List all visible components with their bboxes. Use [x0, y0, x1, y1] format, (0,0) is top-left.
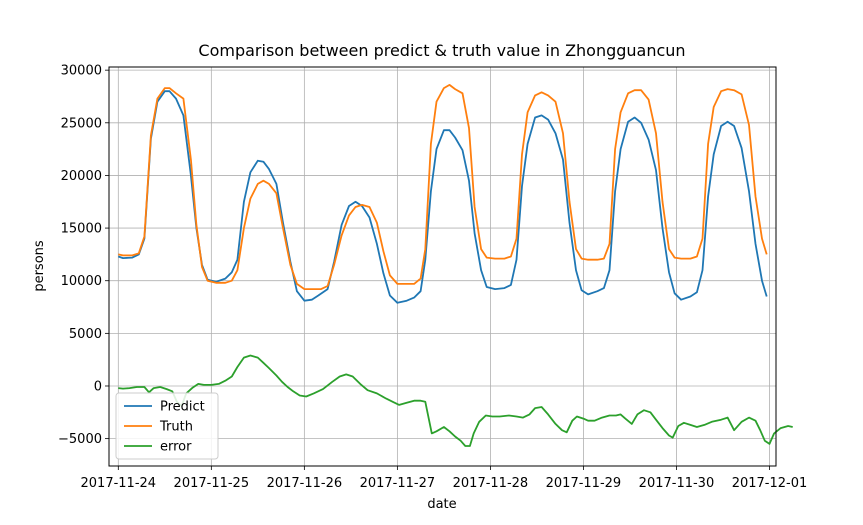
x-tick-label: 2017-11-28	[453, 476, 529, 491]
x-tick-label: 2017-11-29	[546, 476, 622, 491]
y-tick-label: 15000	[61, 222, 102, 237]
y-tick-label: 0	[94, 379, 102, 394]
plot-frame	[108, 66, 777, 467]
x-tick-label: 2017-11-25	[174, 476, 250, 491]
series-line-error	[118, 354, 793, 447]
y-tick-label: 30000	[61, 64, 102, 79]
legend-label-truth: Truth	[159, 420, 193, 435]
x-axis-label: date	[427, 497, 456, 512]
series-lines	[118, 84, 793, 447]
y-tick-label: 10000	[61, 274, 102, 289]
x-tick-label: 2017-12-01	[732, 476, 808, 491]
y-axis-ticks: −5000 0 5000 10000 15000 20000 25000 30000	[58, 64, 109, 447]
x-axis-ticks: 2017-11-24 2017-11-25 2017-11-26 2017-11-27…	[81, 466, 808, 491]
grid-lines	[109, 67, 776, 466]
x-tick-label: 2017-11-26	[267, 476, 343, 491]
y-tick-label: 5000	[69, 327, 102, 342]
legend-label-error: error	[160, 440, 192, 455]
series-line-truth	[118, 84, 768, 290]
legend-label-predict: Predict	[160, 400, 205, 415]
x-tick-label: 2017-11-24	[81, 476, 157, 491]
y-tick-label: −5000	[58, 432, 102, 447]
y-tick-label: 20000	[61, 169, 102, 184]
y-axis-label: persons	[32, 240, 47, 292]
legend-box	[115, 392, 219, 460]
legend: Predict Truth error	[115, 392, 219, 460]
series-line-predict	[118, 90, 768, 304]
y-tick-label: 25000	[61, 116, 102, 131]
x-tick-label: 2017-11-30	[639, 476, 715, 491]
x-tick-label: 2017-11-27	[360, 476, 436, 491]
chart-title: Comparison between predict & truth value…	[198, 41, 685, 60]
